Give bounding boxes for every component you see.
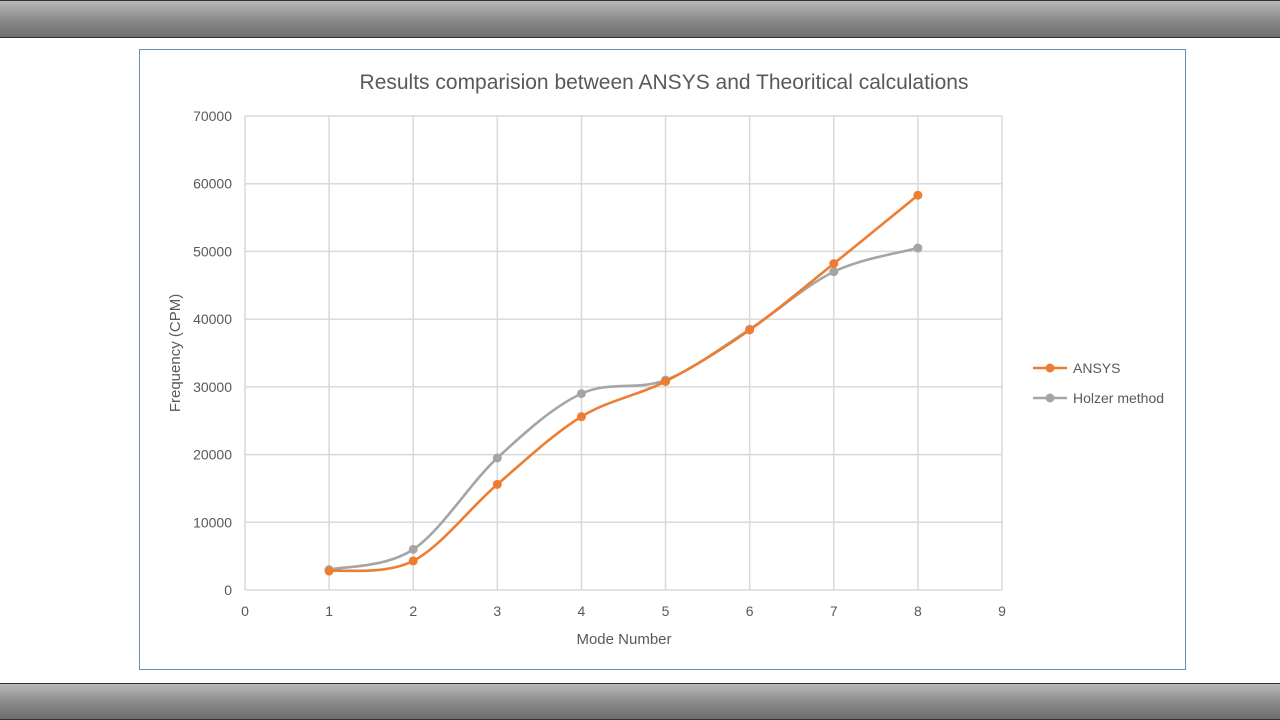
data-point bbox=[829, 267, 839, 277]
chart-title: Results comparision between ANSYS and Th… bbox=[360, 71, 969, 94]
y-tick-label: 10000 bbox=[193, 514, 232, 530]
data-point bbox=[492, 453, 502, 463]
legend-label: Holzer method bbox=[1073, 390, 1164, 406]
data-point bbox=[829, 259, 839, 269]
y-tick-label: 40000 bbox=[193, 311, 232, 327]
x-tick-label: 9 bbox=[998, 603, 1006, 619]
legend-swatch-marker bbox=[1045, 393, 1055, 403]
data-point bbox=[408, 544, 418, 554]
y-tick-label: 70000 bbox=[193, 108, 232, 124]
series-line bbox=[328, 246, 919, 571]
legend: ANSYS Holzer method bbox=[1033, 360, 1164, 406]
grid bbox=[244, 115, 1003, 591]
x-axis-label: Mode Number bbox=[576, 631, 671, 648]
series-line bbox=[328, 194, 919, 573]
data-point bbox=[913, 243, 923, 253]
y-tick-label: 60000 bbox=[193, 176, 232, 192]
x-tick-label: 2 bbox=[409, 603, 417, 619]
chart-svg: Results comparision between ANSYS and Th… bbox=[167, 71, 1164, 648]
series-ansys bbox=[324, 190, 923, 576]
x-tick-label: 5 bbox=[662, 603, 670, 619]
legend-swatch-marker bbox=[1045, 363, 1055, 373]
series-holzer-method bbox=[324, 243, 923, 575]
y-tick-label: 50000 bbox=[193, 243, 232, 259]
x-tick-label: 6 bbox=[746, 603, 754, 619]
top-banner bbox=[0, 0, 1280, 38]
x-tick-label: 3 bbox=[493, 603, 501, 619]
data-point bbox=[324, 566, 334, 576]
data-point bbox=[492, 479, 502, 489]
legend-item: Holzer method bbox=[1033, 390, 1164, 406]
legend-label: ANSYS bbox=[1073, 360, 1120, 376]
data-point bbox=[408, 556, 418, 566]
axis-ticks: 0 1 2 3 4 5 6 7 8 9 0 10000 20000 30000 40000 50000 6000… bbox=[193, 108, 1006, 619]
y-tick-label: 0 bbox=[224, 582, 232, 598]
x-tick-label: 1 bbox=[325, 603, 333, 619]
x-tick-label: 8 bbox=[914, 603, 922, 619]
data-point bbox=[661, 376, 671, 386]
x-tick-label: 4 bbox=[578, 603, 586, 619]
x-tick-label: 7 bbox=[830, 603, 838, 619]
data-point bbox=[745, 325, 755, 335]
y-tick-label: 30000 bbox=[193, 379, 232, 395]
chart-frame: Results comparision between ANSYS and Th… bbox=[139, 49, 1186, 670]
data-point bbox=[576, 389, 586, 399]
legend-item: ANSYS bbox=[1033, 360, 1120, 376]
bottom-banner bbox=[0, 683, 1280, 720]
y-tick-label: 20000 bbox=[193, 447, 232, 463]
y-axis-label: Frequency (CPM) bbox=[167, 294, 184, 412]
data-point bbox=[576, 412, 586, 422]
data-point bbox=[913, 190, 923, 200]
x-tick-label: 0 bbox=[241, 603, 249, 619]
series-group bbox=[324, 190, 923, 576]
